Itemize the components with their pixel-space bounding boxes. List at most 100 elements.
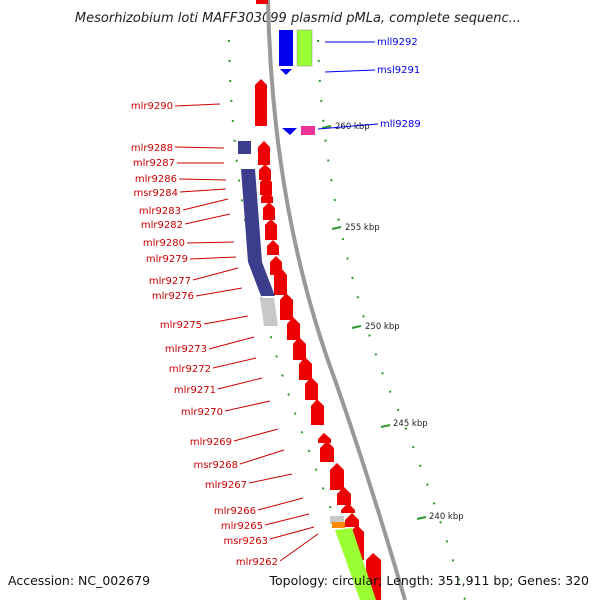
gene-mlr9282[interactable] [265,219,277,240]
label-mlr9265[interactable]: mlr9265 [221,521,263,532]
scale-dots-left [228,39,366,600]
feature-gray-small[interactable] [330,516,344,524]
feature-orange-small[interactable] [332,522,345,528]
label-mlr9277[interactable]: mlr9277 [149,276,191,287]
kbp-tick-250 [351,325,362,329]
label-msr9268[interactable]: msr9268 [193,460,238,471]
leader-mlr9282 [184,213,231,225]
label-mlr9282[interactable]: mlr9282 [141,220,183,231]
gene-mll9289-a[interactable] [282,128,297,135]
label-mlr9262[interactable]: mlr9262 [236,557,278,568]
topology-text: Topology: circular; Length: 351,911 bp; … [269,573,590,588]
gene-mlr9288[interactable] [258,141,270,165]
leader-mlr9270 [224,400,271,412]
label-mlr9270[interactable]: mlr9270 [181,407,223,418]
label-msr9263[interactable]: msr9263 [223,536,268,547]
gene-mlr9271[interactable] [305,377,318,400]
leader-msr9268 [239,449,285,465]
kbp-label-250: 250 kbp [365,322,400,332]
gene-mll9292[interactable] [279,30,293,66]
gene-mlr9270[interactable] [311,399,324,425]
kbp-label-245: 245 kbp [393,419,428,429]
gene-mlr9286[interactable] [260,176,272,195]
left-labels: mlr9290 mlr9288 mlr9287 mlr9286 msr9284 … [131,101,319,568]
leader-mlr9283 [182,198,229,211]
gene-msr9268[interactable] [320,441,334,462]
leader-mlr9272 [212,357,257,369]
gene-mlr9267[interactable] [330,463,344,490]
label-mlr9287[interactable]: mlr9287 [133,158,175,169]
leader-mlr9279 [189,256,237,260]
leader-mlr9275 [203,315,249,325]
kbp-label-255: 255 kbp [345,223,380,233]
kbp-tick-255 [331,226,342,230]
label-mll9289[interactable]: mll9289 [380,119,421,130]
label-mlr9280[interactable]: mlr9280 [143,238,185,249]
label-mlr9286[interactable]: mlr9286 [135,174,177,185]
kbp-tick-260 [321,125,332,129]
label-mlr9276[interactable]: mlr9276 [152,291,194,302]
feature-purple-long[interactable] [241,169,275,296]
gene-mlr9277[interactable] [274,268,287,295]
leader-mlr9262 [279,533,319,562]
kbp-tick-245 [380,424,391,428]
label-mlr9271[interactable]: mlr9271 [174,385,216,396]
right-labels: mll9292 msl9291 mll9289 [317,37,421,130]
label-mlr9269[interactable]: mlr9269 [190,437,232,448]
gene-msr9263[interactable] [345,513,359,527]
kbp-label-260: 260 kbp [335,122,370,132]
gene-mlr9283[interactable] [263,202,275,220]
label-mlr9279[interactable]: mlr9279 [146,254,188,265]
label-mlr9266[interactable]: mlr9266 [214,506,256,517]
gene-mlr9276[interactable] [280,293,293,320]
label-msr9284[interactable]: msr9284 [133,188,178,199]
gene-mlr9272[interactable] [299,357,312,380]
leader-msr9263 [269,526,315,540]
leader-mlr9290 [174,103,221,107]
gene-mlr9273[interactable] [293,337,306,360]
label-mlr9275[interactable]: mlr9275 [160,320,202,331]
leader-mlr9266 [257,497,304,511]
backbone-line [266,0,407,600]
leader-mlr9267 [248,473,293,484]
feature-purple-small[interactable] [238,141,251,154]
leader-mlr9286 [178,178,227,181]
label-mlr9283[interactable]: mlr9283 [139,206,181,217]
gene-mlr9280[interactable] [267,240,279,255]
leader-mlr9276 [195,287,243,297]
kbp-tick-240 [416,516,427,520]
map-title: Mesorhizobium loti MAFF303099 plasmid pM… [75,11,521,26]
leader-mlr9265 [264,513,310,526]
gene-mll9292-neighbor[interactable] [296,29,313,67]
leader-mlr9288 [174,146,225,149]
feature-lime-bottom[interactable] [335,528,376,600]
label-mlr9288[interactable]: mlr9288 [131,143,173,154]
gene-mlr9290[interactable] [255,79,267,126]
label-msl9291[interactable]: msl9291 [377,65,420,76]
label-mlr9290[interactable]: mlr9290 [131,101,173,112]
gene-msr9284[interactable] [261,191,273,203]
gene-mlr9287[interactable] [259,164,271,180]
leader-mll9289 [317,123,379,130]
gene-mlr9265[interactable] [341,503,355,513]
label-mlr9272[interactable]: mlr9272 [169,364,211,375]
gene-top-red[interactable] [256,0,268,4]
leader-mlr9271 [217,377,263,390]
other-features [238,141,376,600]
reverse-strand-features [279,29,315,135]
feature-gray-block[interactable] [260,298,278,326]
gene-mlr9269[interactable] [318,433,331,443]
gene-mlr9266[interactable] [337,487,351,505]
gene-mll9289[interactable] [301,126,315,135]
leader-msr9284 [179,188,227,193]
gene-msl9291[interactable] [280,69,292,75]
label-mll9292[interactable]: mll9292 [377,37,418,48]
label-mlr9273[interactable]: mlr9273 [165,344,207,355]
leader-mlr9269 [233,428,279,442]
leader-mlr9277 [192,267,239,281]
label-mlr9267[interactable]: mlr9267 [205,480,247,491]
gene-mlr9275[interactable] [287,317,300,340]
leader-mlr9280 [186,241,235,244]
leader-mlr9273 [208,336,255,350]
